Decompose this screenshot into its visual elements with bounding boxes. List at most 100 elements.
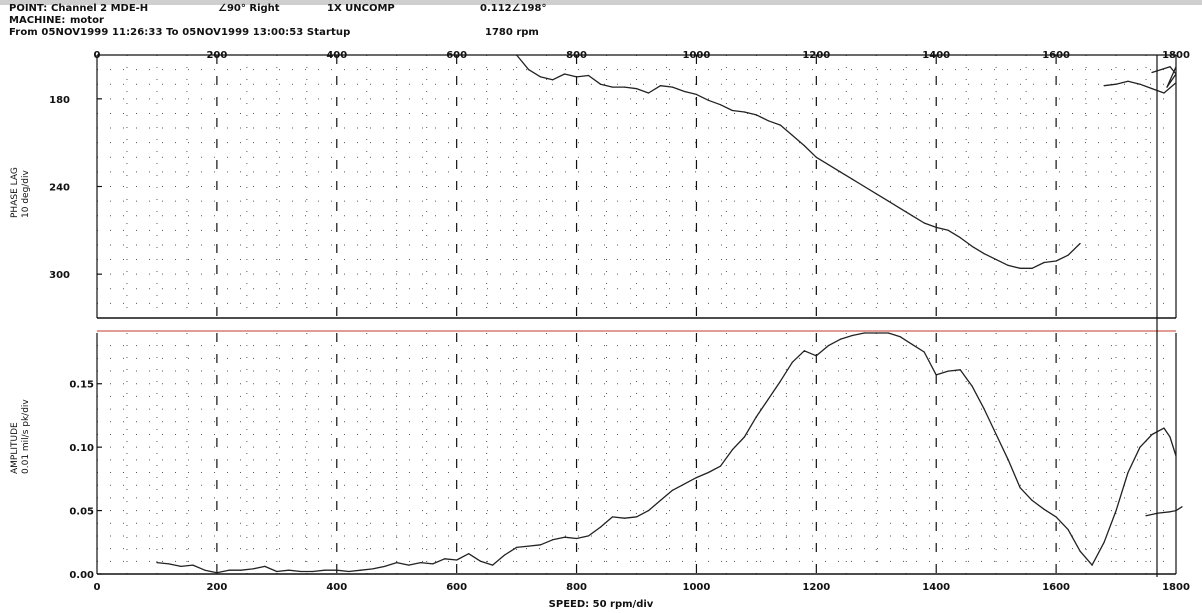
amplitude-data-point <box>228 569 230 571</box>
amplitude-x-tick-label: 400 <box>326 582 347 593</box>
amplitude-data-point <box>1163 427 1165 429</box>
phase-panel-frame <box>96 54 1177 332</box>
phase-data-point <box>947 229 949 231</box>
amplitude-data-point <box>815 355 817 357</box>
amplitude-data-point <box>707 471 710 474</box>
amplitude-data-point <box>935 374 937 376</box>
amplitude-data-point <box>719 465 722 467</box>
amplitude-data-point <box>1067 529 1069 531</box>
amplitude-data-point <box>432 563 434 565</box>
amplitude-x-tick-label: 1600 <box>1042 582 1070 593</box>
amplitude-data-point <box>1175 509 1177 512</box>
phase-data-point <box>1031 267 1033 269</box>
phase-data-point <box>587 74 590 77</box>
amplitude-data-point <box>983 408 985 410</box>
vector-label: 0.112∠198° <box>480 3 547 14</box>
amplitude-data-point <box>563 536 566 538</box>
phase-data-point <box>779 124 781 126</box>
phase-data-point <box>1067 254 1069 256</box>
phase-data-point <box>983 253 985 255</box>
phase-data-point <box>1175 66 1177 68</box>
phase-x-tick-label: 1400 <box>922 50 950 61</box>
amplitude-data-point <box>887 332 889 334</box>
amplitude-y-tick-label: 0.00 <box>69 570 94 581</box>
amplitude-data-point <box>444 558 446 560</box>
amplitude-data-point <box>1151 433 1153 436</box>
amplitude-x-tick-label: 1400 <box>922 582 950 593</box>
phase-data-point <box>899 207 901 210</box>
amplitude-data-point <box>288 569 290 571</box>
date-range: From 05NOV1999 11:26:33 To 05NOV1999 13:… <box>9 27 351 38</box>
phase-x-tick-label: 200 <box>206 50 227 61</box>
amplitude-series-line <box>156 332 1177 574</box>
amplitude-data-point <box>755 416 757 418</box>
phase-grid <box>97 55 1176 318</box>
amplitude-data-point <box>1145 515 1147 517</box>
amplitude-data-point <box>252 568 254 570</box>
amplitude-data-point <box>959 369 961 371</box>
amplitude-data-point <box>803 350 805 352</box>
axis-tick-labels: 0 200 400 600 800 1000 1200 1400 1600 1800 0 200 400… <box>49 50 1190 593</box>
amplitude-x-tick-label: 0 <box>94 582 101 593</box>
amplitude-data-point <box>731 449 734 451</box>
amplitude-data-point <box>1055 516 1057 518</box>
amplitude-data-point <box>168 563 170 565</box>
phase-data-point <box>563 73 566 75</box>
amplitude-data-point <box>695 477 698 479</box>
amplitude-data-point <box>551 539 554 541</box>
amplitude-data-point <box>372 568 374 570</box>
phase-data-point <box>1115 83 1117 85</box>
rpm-label: 1780 rpm <box>485 27 539 38</box>
phase-data-point <box>935 226 937 229</box>
phase-data-point <box>599 83 602 85</box>
amplitude-data-point <box>204 569 206 571</box>
phase-data-point <box>551 79 554 81</box>
amplitude-data-point <box>216 572 218 574</box>
amplitude-data-point <box>180 565 182 567</box>
amplitude-data-point <box>312 570 314 573</box>
amplitude-data-point <box>995 433 997 436</box>
phase-data-point <box>743 111 746 113</box>
phase-data-point <box>923 222 925 224</box>
phase-series-line <box>1104 80 1177 94</box>
phase-y-tick-label: 240 <box>49 183 70 194</box>
amplitude-data-point <box>396 561 398 564</box>
amplitude-data-point <box>635 516 638 518</box>
amplitude-data-point <box>767 398 769 400</box>
amplitude-data-point <box>1031 499 1033 502</box>
phase-data-point <box>647 92 650 94</box>
phase-data-point <box>1151 88 1153 90</box>
phase-series-line <box>516 54 1081 269</box>
phase-trace <box>516 54 1177 269</box>
amplitude-data-point <box>192 564 194 566</box>
phase-data-point <box>611 86 614 88</box>
amplitude-data-point <box>623 517 626 519</box>
phase-x-tick-label: 0 <box>94 50 101 61</box>
amplitude-data-point <box>839 338 841 340</box>
amplitude-data-point <box>683 483 686 485</box>
phase-data-point <box>1043 261 1045 264</box>
phase-data-point <box>1007 264 1009 266</box>
amplitude-x-tick-label: 1000 <box>683 582 711 593</box>
amplitude-data-point <box>240 569 242 571</box>
phase-data-point <box>1163 92 1165 94</box>
amplitude-x-tick-label: 800 <box>566 582 587 593</box>
phase-data-point <box>887 200 889 202</box>
phase-data-point <box>1127 80 1129 82</box>
phase-data-point <box>971 245 973 248</box>
amplitude-data-point <box>1139 446 1141 448</box>
amplitude-data-point <box>300 570 302 573</box>
phase-data-point <box>1175 73 1177 75</box>
phase-y-tick-label: 300 <box>49 270 70 281</box>
amplitude-y-tick-label: 0.10 <box>69 443 94 454</box>
amplitude-data-point <box>384 565 386 567</box>
phase-data-point <box>1151 71 1153 74</box>
amplitude-y-tick-label: 0.05 <box>69 507 94 518</box>
phase-data-point <box>791 134 793 136</box>
mode-label: 1X UNCOMP <box>327 3 395 14</box>
phase-data-point <box>731 109 734 112</box>
amplitude-data-point <box>348 570 350 573</box>
amplitude-data-point <box>599 526 602 528</box>
amplitude-data-point <box>1079 550 1081 552</box>
phase-data-point <box>575 76 578 78</box>
